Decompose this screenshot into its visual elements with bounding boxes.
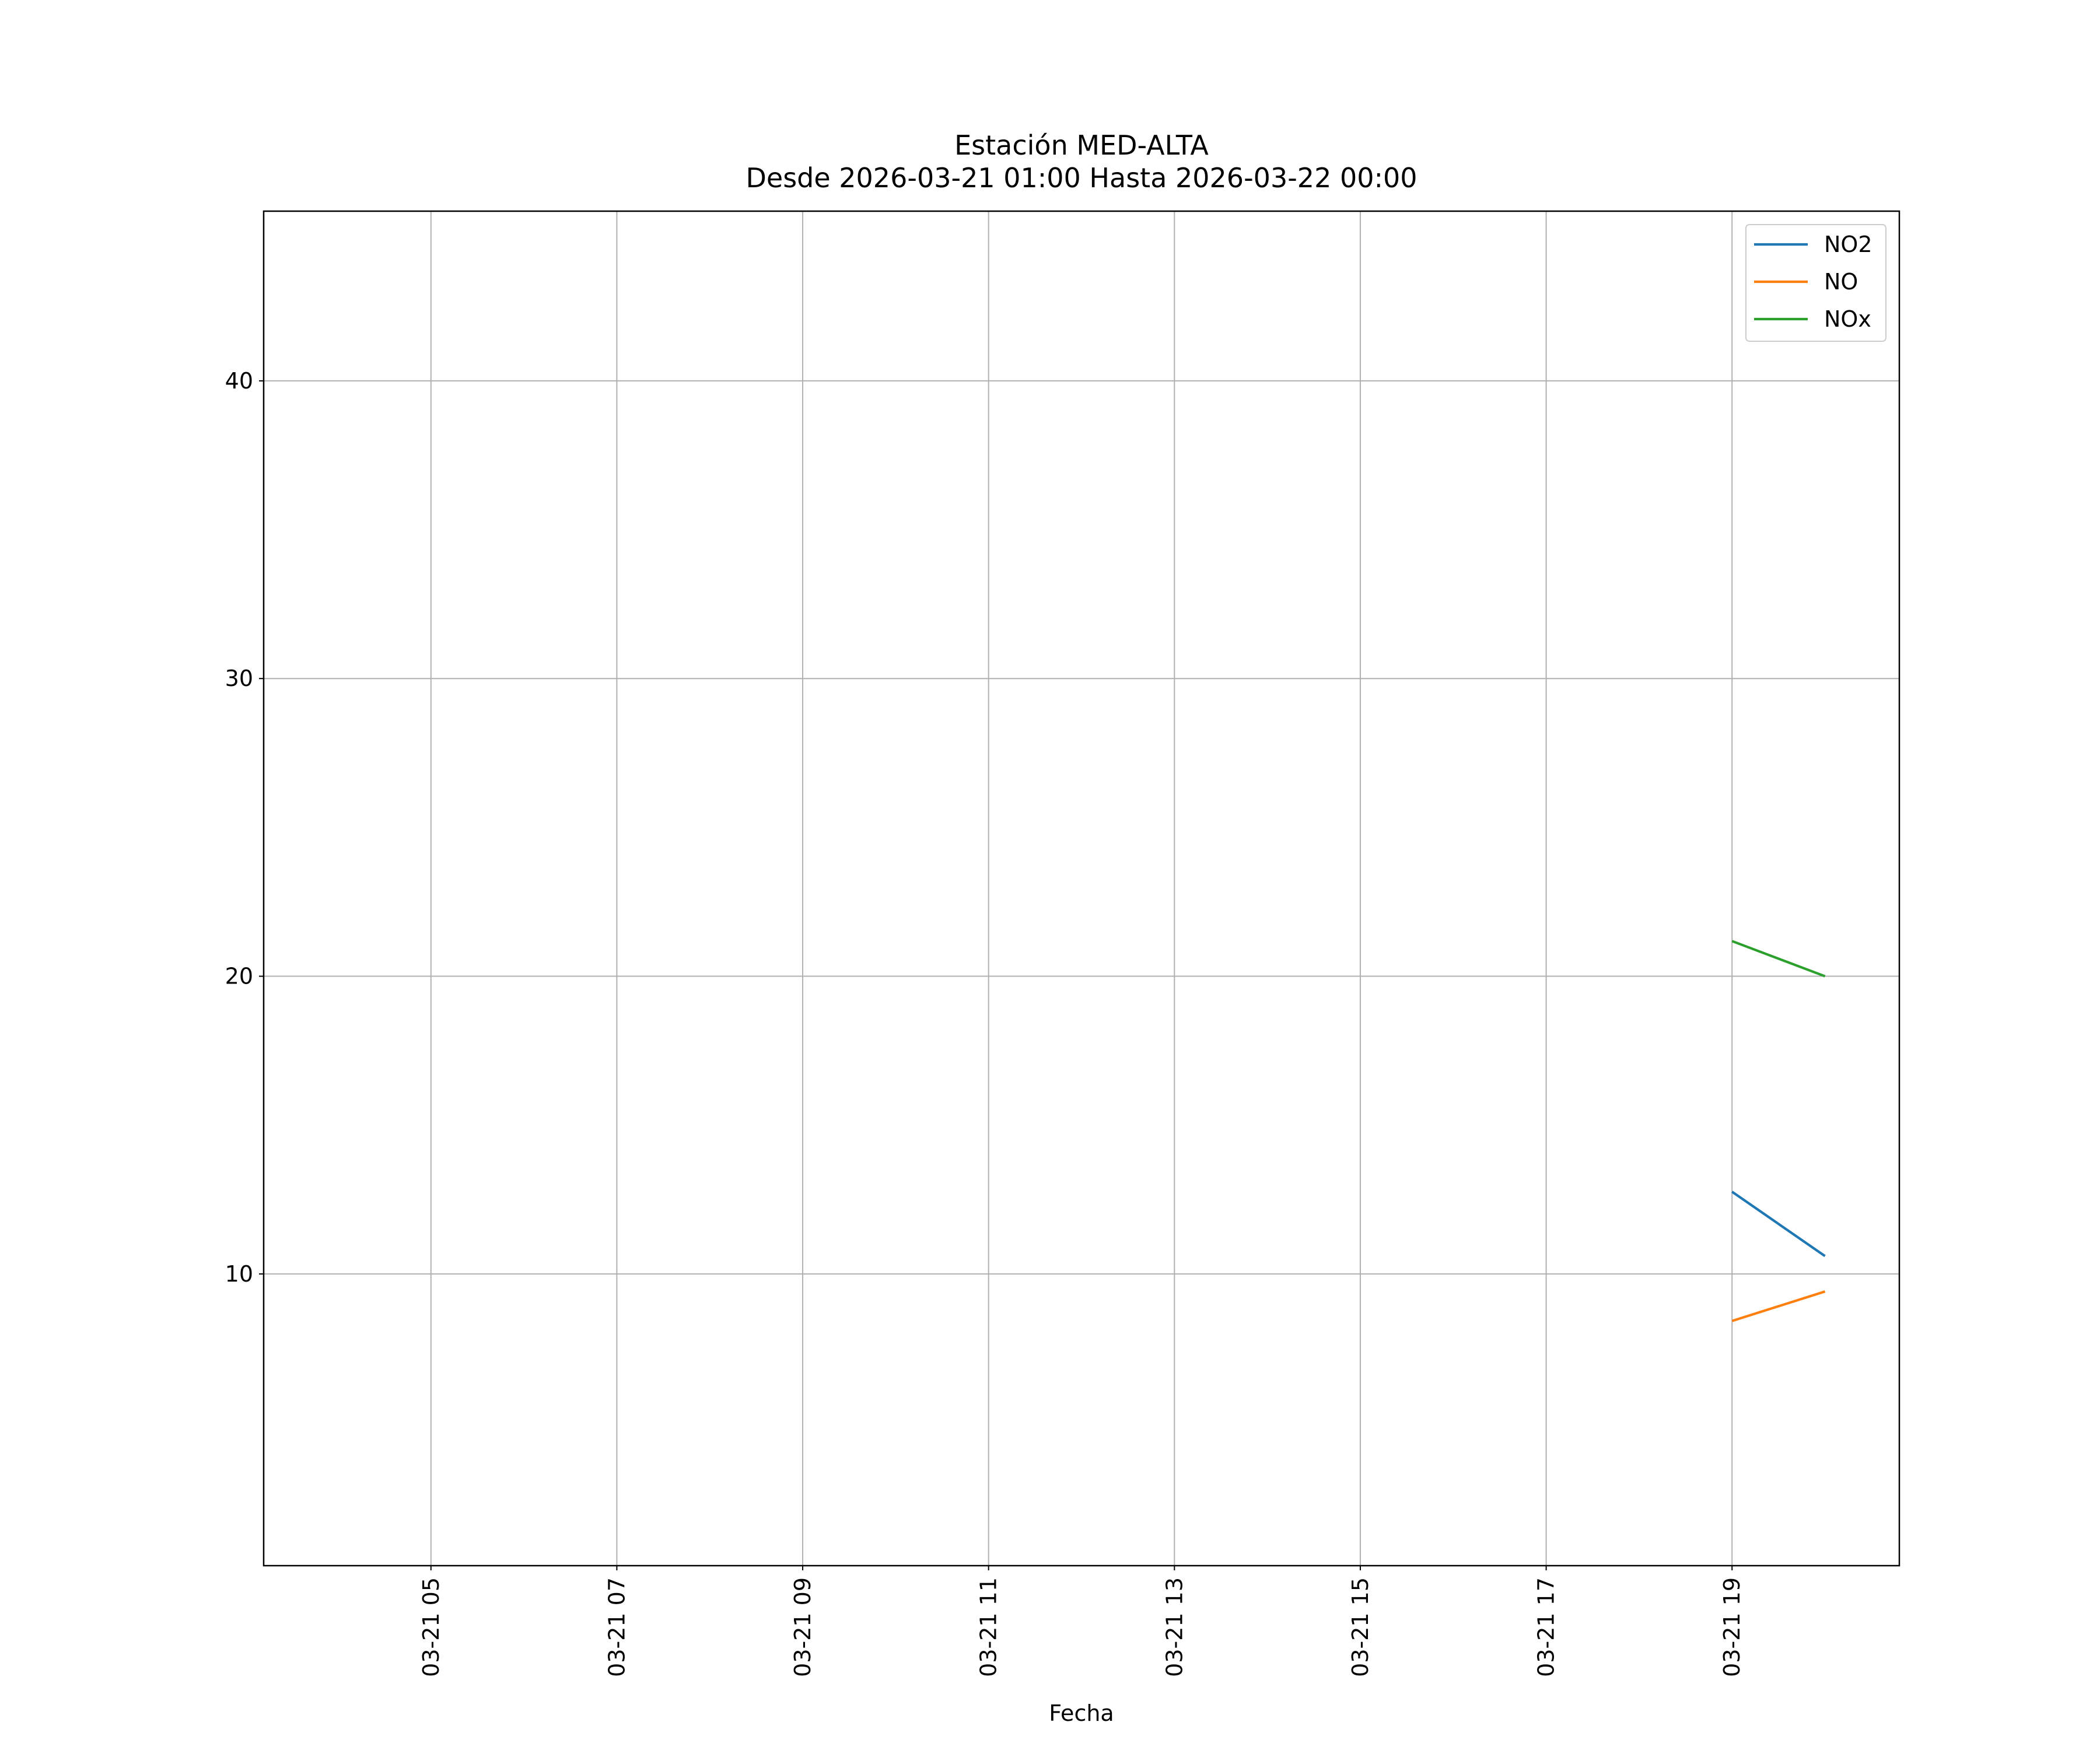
y-tick-label: 10 xyxy=(225,1261,253,1287)
series-line xyxy=(1731,1191,1826,1257)
x-tick-label: 03-21 17 xyxy=(1534,1577,1559,1677)
x-tick-label: 03-21 11 xyxy=(976,1577,1002,1677)
x-axis-label: Fecha xyxy=(1049,1700,1114,1726)
y-tick-label: 30 xyxy=(225,666,253,691)
chart-subtitle: Desde 2026-03-21 01:00 Hasta 2026-03-22 … xyxy=(746,162,1417,194)
x-tick-label: 03-21 19 xyxy=(1719,1577,1745,1677)
x-tick-label: 03-21 13 xyxy=(1161,1577,1187,1677)
y-tick-label: 20 xyxy=(225,964,253,989)
legend: NO2 NO NOx xyxy=(1745,224,1887,342)
y-tick-label: 40 xyxy=(225,368,253,394)
x-tick-label: 03-21 05 xyxy=(418,1577,444,1677)
x-tick-label: 03-21 15 xyxy=(1348,1577,1373,1677)
legend-label: NO xyxy=(1824,269,1858,295)
x-tick-label: 03-21 09 xyxy=(790,1577,816,1677)
chart-title: Estación MED-ALTA xyxy=(954,130,1209,161)
series-line xyxy=(1731,1290,1826,1322)
legend-label: NO2 xyxy=(1824,232,1873,257)
legend-label: NOx xyxy=(1824,306,1871,332)
plot-frame xyxy=(262,210,1901,1567)
series-line xyxy=(1731,940,1826,978)
legend-box xyxy=(1745,224,1887,342)
x-tick-label: 03-21 07 xyxy=(604,1577,629,1677)
